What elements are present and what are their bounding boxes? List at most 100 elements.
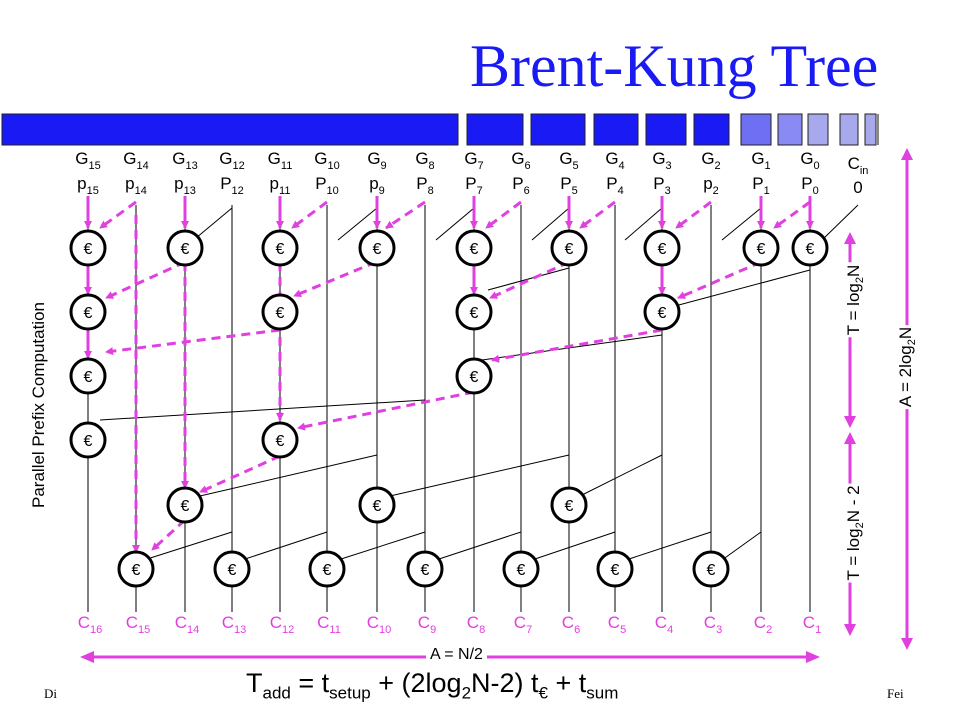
operator-symbol: € <box>517 562 526 579</box>
operator-symbol: € <box>181 241 190 258</box>
t-lower-label: T = log2N - 2 <box>843 483 867 583</box>
input-g-label: G9 <box>367 149 386 172</box>
critical-path-arrow <box>293 260 377 298</box>
span-arrow-head <box>806 651 820 663</box>
input-p-label: P8 <box>416 174 433 197</box>
critical-path-arrow <box>773 200 811 230</box>
prefix-operator-node <box>550 229 588 267</box>
title-bar-block <box>864 113 877 146</box>
prefix-connection-wire <box>579 454 663 497</box>
cin-value: 0 <box>853 178 862 197</box>
prefix-connection-wire <box>337 531 426 561</box>
input-g-label: G7 <box>464 149 483 172</box>
operator-symbol: € <box>470 241 479 258</box>
footer-right: Fei <box>887 686 904 701</box>
carry-output-label: C12 <box>270 613 295 636</box>
title-bar-block <box>1 113 459 146</box>
carry-output-label: C4 <box>655 613 673 636</box>
prefix-operator-node <box>69 421 107 459</box>
span-arrow-head <box>844 432 856 444</box>
span-arrow-head <box>80 651 94 663</box>
prefix-operator-node <box>643 229 681 267</box>
prefix-connection-wire <box>531 531 616 561</box>
title-bar-block <box>693 113 730 146</box>
operator-symbol: € <box>658 241 667 258</box>
input-p-label: P10 <box>315 174 339 197</box>
operator-symbol: € <box>611 562 620 579</box>
prefix-operator-node <box>358 229 396 267</box>
input-p-label: p11 <box>270 174 291 197</box>
carry-output-label: C7 <box>514 613 532 636</box>
prefix-operator-node <box>117 550 155 588</box>
carry-output-label: C15 <box>126 613 151 636</box>
prefix-connection-wire <box>721 207 762 241</box>
cin-label: Cin <box>848 154 869 177</box>
carry-output-label: C11 <box>317 613 341 636</box>
operator-symbol: € <box>276 241 285 258</box>
carry-output-label: C14 <box>175 613 200 636</box>
operator-symbol: € <box>181 498 190 515</box>
operator-symbol: € <box>132 562 141 579</box>
parallel-prefix-label: Parallel Prefix Computation <box>29 302 48 508</box>
input-p-label: p2 <box>703 174 719 197</box>
span-arrow-head <box>844 232 856 244</box>
prefix-operator-node <box>261 421 299 459</box>
prefix-operator-node <box>742 229 780 267</box>
input-g-label: G14 <box>123 149 148 172</box>
input-g-label: G2 <box>701 149 720 172</box>
title-bar-block <box>740 113 772 146</box>
prefix-connection-wire <box>624 207 663 241</box>
input-p-label: P0 <box>801 174 818 197</box>
operator-symbol: € <box>470 305 479 322</box>
prefix-operator-node <box>308 550 346 588</box>
critical-path-arrow <box>489 260 570 300</box>
input-p-label: P6 <box>512 174 529 197</box>
prefix-connection-wire <box>199 454 378 497</box>
span-arrow-head <box>901 148 913 160</box>
operator-symbol: € <box>658 305 667 322</box>
critical-path-arrow <box>105 328 281 356</box>
input-g-label: G13 <box>172 149 197 172</box>
input-p-label: p13 <box>174 174 196 197</box>
title-bar-block <box>645 113 687 146</box>
critical-path-arrow <box>99 200 137 230</box>
input-g-label: G12 <box>219 149 244 172</box>
area-right-label: A = 2log2N <box>895 324 919 410</box>
prefix-operator-node <box>596 550 634 588</box>
input-p-label: p15 <box>77 174 99 197</box>
prefix-connection-wire <box>99 399 426 421</box>
operator-symbol: € <box>323 562 332 579</box>
operator-symbol: € <box>84 433 93 450</box>
prefix-operator-node <box>261 293 299 331</box>
prefix-operator-node <box>455 293 493 331</box>
carry-output-label: C8 <box>467 613 485 636</box>
prefix-operator-node <box>791 229 829 267</box>
operator-symbol: € <box>228 562 237 579</box>
span-arrow-head <box>844 416 856 428</box>
delay-formula: Tadd = tsetup + (2log2N-2) t€ + tsum <box>246 668 619 703</box>
input-g-label: G3 <box>652 149 671 172</box>
input-g-label: G6 <box>511 149 530 172</box>
input-p-label: P12 <box>220 174 244 197</box>
operator-symbol: € <box>84 241 93 258</box>
input-g-label: G8 <box>415 149 434 172</box>
input-g-label: G15 <box>75 149 100 172</box>
prefix-connection-wire <box>195 207 233 239</box>
prefix-connection-wire <box>531 207 570 241</box>
prefix-connection-wire <box>337 207 378 241</box>
input-g-label: G1 <box>751 149 770 172</box>
input-p-label: p9 <box>369 174 385 197</box>
prefix-operator-node <box>213 550 251 588</box>
critical-path-arrow <box>485 200 522 230</box>
prefix-connection-wire <box>674 269 811 307</box>
critical-path-arrow <box>105 260 186 300</box>
prefix-operator-node <box>69 229 107 267</box>
prefix-operator-node <box>455 229 493 267</box>
input-g-label: G11 <box>268 149 293 172</box>
critical-path-arrow <box>150 518 187 552</box>
operator-symbol: € <box>707 562 716 579</box>
critical-path-arrow <box>291 200 328 230</box>
prefix-operator-node <box>692 550 730 588</box>
operator-symbol: € <box>84 305 93 322</box>
input-p-label: P3 <box>653 174 670 197</box>
